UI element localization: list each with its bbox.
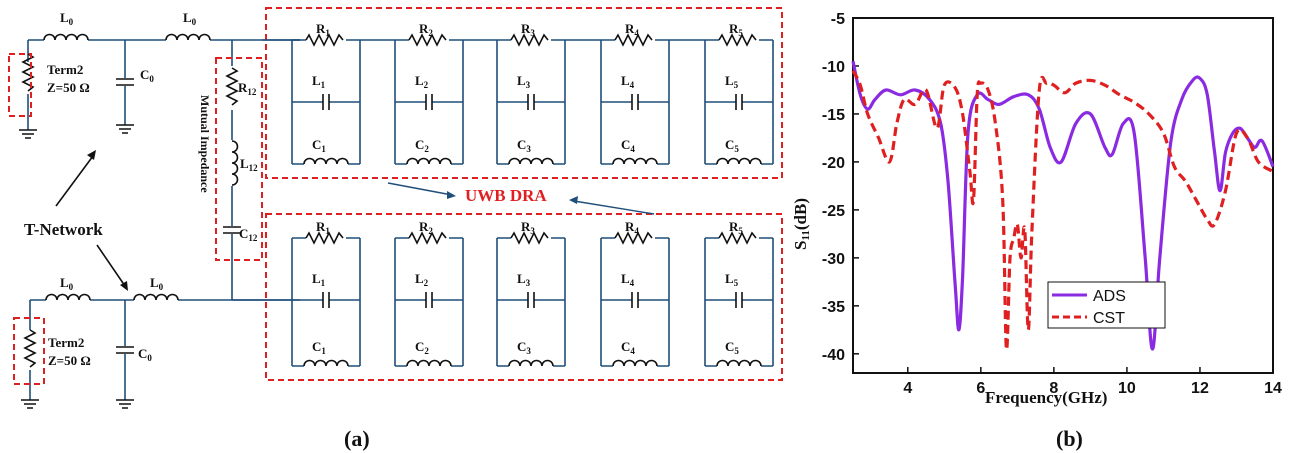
inductor-label: L3	[517, 73, 531, 90]
rlc-cell-1: R1 L1 C1	[291, 21, 361, 165]
capacitor-label: C5	[725, 137, 739, 154]
capacitor-label: C1	[312, 137, 326, 154]
series-ads	[851, 60, 1275, 351]
x-tick-label: 12	[1191, 380, 1209, 397]
panel-b-label: (b)	[1056, 426, 1083, 451]
resistor-label: R1	[316, 219, 330, 236]
inductor-label: L1	[312, 73, 326, 90]
mutual-label: Mutual Impedance	[198, 95, 212, 193]
x-tick-label: 6	[976, 380, 985, 397]
y-tick-label: -5	[831, 11, 845, 28]
resistor-label: R1	[316, 21, 330, 38]
term-label-top: Term2	[47, 62, 83, 77]
capacitor-label: C1	[312, 339, 326, 356]
uwb-dra-label: UWB DRA	[465, 186, 547, 205]
mutual-impedance-branch: R12 L12 C12 Mutual Impedance	[198, 40, 263, 300]
y-tick-label: -20	[822, 155, 845, 172]
svg-text:R12: R12	[238, 80, 257, 97]
axis-ticks: 4 6 8 10 12 14 -5 -10 -15 -20 -25 -30 -35 -40	[822, 11, 1282, 397]
x-tick-label: 8	[1049, 380, 1058, 397]
capacitor-label: C4	[621, 137, 635, 154]
svg-text:C0: C0	[138, 346, 152, 363]
term-box-bottom	[13, 317, 45, 385]
rlc-cells-top: R1 L1 C1 R2 L2 C2 R3 L3 C3 R4 L4 C4 R5 L5 C5	[262, 21, 774, 165]
inductor-label: L4	[621, 73, 635, 90]
inductor-label: L3	[517, 271, 531, 288]
y-tick-label: -10	[822, 59, 845, 76]
x-tick-label: 10	[1118, 380, 1136, 397]
t-network-label: T-Network	[24, 220, 103, 239]
resistor-label: R2	[419, 219, 433, 236]
y-tick-label: -15	[822, 107, 845, 124]
panel-a-label: (a)	[344, 426, 370, 451]
legend: ADS CST	[1047, 281, 1166, 329]
inductor-label: L5	[725, 271, 739, 288]
resistor-label: R4	[625, 219, 639, 236]
y-tick-label: -30	[822, 251, 845, 268]
plot-frame	[852, 17, 1274, 374]
resistor-label: R5	[729, 21, 743, 38]
capacitor-label: C2	[415, 137, 429, 154]
mutual-box	[215, 57, 263, 261]
term-imp-bottom: Z=50 Ω	[48, 353, 91, 368]
rlc-cells-bottom: R1 L1 C1 R2 L2 C2 R3 L3 C3 R4 L4 C4 R5 L5 C5	[232, 219, 774, 367]
term-resistor-bottom	[24, 329, 36, 368]
rlc-cell-3: R3 L3 C3	[496, 21, 566, 165]
capacitor-label: C3	[517, 339, 531, 356]
svg-text:C0: C0	[140, 67, 154, 84]
x-tick-label: 4	[903, 380, 912, 397]
rlc-cell-2: R2 L2 C2	[394, 219, 464, 367]
x-tick-label: 14	[1264, 380, 1282, 397]
svg-text:L0: L0	[150, 275, 164, 292]
s11-chart: 4 6 8 10 12 14 -5 -10 -15 -20 -25 -30 -35 -40 ADS CST…	[791, 11, 1282, 451]
resistor-label: R3	[521, 219, 535, 236]
resistor-label: R3	[521, 21, 535, 38]
rlc-cell-4: R4 L4 C4	[600, 21, 670, 165]
circuit-diagram: L0 L0 Term2 Z=50 Ω C0 L0 L0	[8, 7, 783, 451]
y-axis-label: S11(dB)	[791, 198, 812, 250]
inductor-label: L1	[312, 271, 326, 288]
svg-text:L0: L0	[60, 275, 74, 292]
series-lines	[851, 60, 1275, 352]
term-label-bottom: Term2	[48, 335, 84, 350]
uwb-dra-top-box	[265, 7, 783, 179]
legend-cst-label: CST	[1093, 310, 1125, 327]
term-box-top	[8, 53, 32, 117]
resistor-label: R5	[729, 219, 743, 236]
svg-text:L12: L12	[240, 156, 258, 173]
svg-text:L0: L0	[183, 10, 197, 27]
rlc-cell-4: R4 L4 C4	[600, 219, 670, 367]
resistor-label: R4	[625, 21, 639, 38]
svg-text:L0: L0	[60, 10, 74, 27]
y-tick-label: -35	[822, 299, 845, 316]
x-axis-label: Frequency(GHz)	[985, 388, 1107, 407]
y-tick-label: -25	[822, 203, 845, 220]
term-imp-top: Z=50 Ω	[47, 80, 90, 95]
capacitor-label: C2	[415, 339, 429, 356]
rlc-cell-1: R1 L1 C1	[291, 219, 361, 367]
capacitor-label: C5	[725, 339, 739, 356]
top-t-network: L0 L0 Term2 Z=50 Ω C0	[8, 10, 300, 139]
rlc-cell-2: R2 L2 C2	[394, 21, 464, 165]
inductor-label: L2	[415, 271, 429, 288]
inductor-label: L2	[415, 73, 429, 90]
rlc-cell-5: R5 L5 C5	[704, 219, 774, 367]
y-tick-label: -40	[822, 347, 845, 364]
uwb-dra-bottom-box	[265, 213, 783, 381]
bottom-t-network: L0 L0 Term2 Z=50 Ω C0	[13, 275, 300, 409]
inductor-label: L5	[725, 73, 739, 90]
rlc-cell-3: R3 L3 C3	[496, 219, 566, 367]
capacitor-label: C3	[517, 137, 531, 154]
legend-ads-label: ADS	[1093, 288, 1126, 305]
inductor-label: L4	[621, 271, 635, 288]
series-cst	[851, 70, 1274, 352]
rlc-cell-5: R5 L5 C5	[704, 21, 774, 165]
svg-text:C12: C12	[239, 226, 258, 243]
capacitor-label: C4	[621, 339, 635, 356]
resistor-label: R2	[419, 21, 433, 38]
